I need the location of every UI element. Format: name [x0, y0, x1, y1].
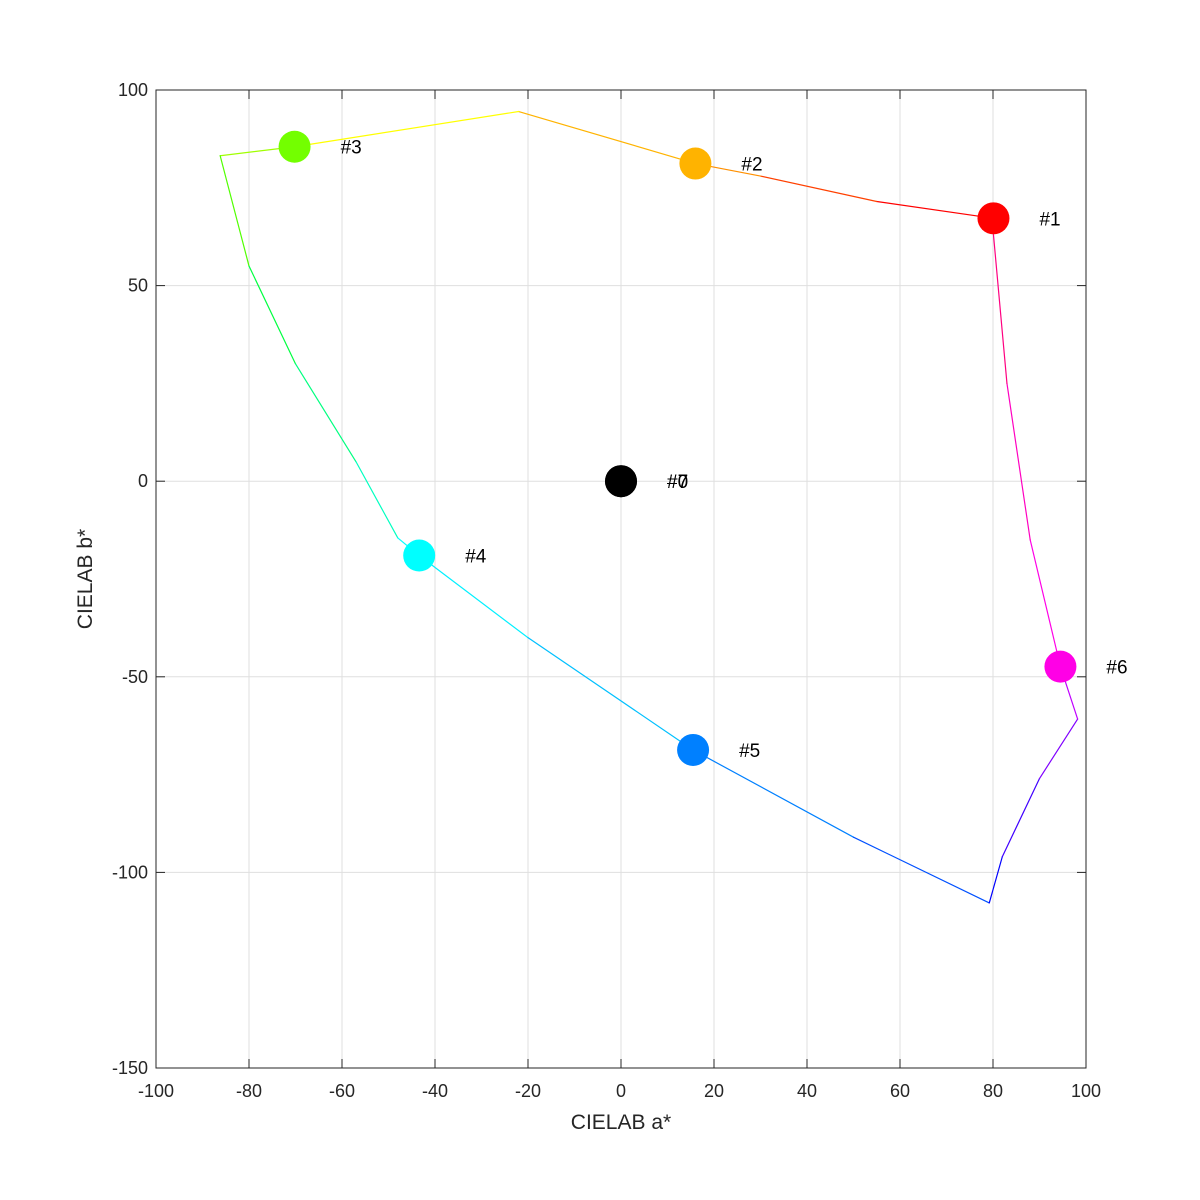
- x-axis-label: CIELAB a*: [571, 1111, 671, 1134]
- gamut-segment: [759, 175, 878, 203]
- data-point-label: #5: [739, 741, 760, 762]
- data-point-marker: [403, 539, 436, 572]
- gamut-segment: [293, 110, 520, 148]
- x-tick-label: -40: [422, 1081, 448, 1101]
- gamut-segment: [355, 461, 399, 539]
- x-tick-label: 100: [1071, 1081, 1101, 1101]
- point-labels: #1 #2 #3 #4 #5 #6 #7#0: [341, 138, 1128, 762]
- gamut-segment: [418, 554, 529, 639]
- x-tick-label: -80: [236, 1081, 262, 1101]
- y-tick-label: -100: [112, 862, 148, 882]
- x-tick-labels: -100 -80 -60 -40 -20 0 20 40 60 80 100: [138, 1081, 1101, 1101]
- y-axis-label: CIELAB b*: [74, 529, 97, 629]
- data-point-label: #0: [667, 472, 688, 493]
- gamut-segment: [876, 200, 995, 219]
- x-tick-label: 20: [704, 1081, 724, 1101]
- x-tick-label: -100: [138, 1081, 174, 1101]
- gamut-segment: [294, 363, 357, 463]
- data-point-label: #3: [341, 138, 362, 159]
- gamut-segment: [1038, 718, 1079, 780]
- gamut-segment: [988, 856, 1003, 904]
- gamut-segment: [692, 749, 855, 838]
- data-point-label: #4: [465, 547, 487, 568]
- y-tick-labels: -150 -100 -50 0 50 100: [112, 80, 148, 1078]
- y-tick-label: -150: [112, 1058, 148, 1078]
- x-tick-label: -60: [329, 1081, 355, 1101]
- y-tick-label: 0: [138, 471, 148, 491]
- x-tick-label: -20: [515, 1081, 541, 1101]
- gamut-segment: [1006, 382, 1031, 541]
- gamut-segment: [527, 637, 694, 751]
- data-points: [278, 130, 1077, 766]
- gamut-segment: [1029, 539, 1062, 668]
- data-point-marker: [977, 202, 1010, 235]
- y-tick-label: 50: [128, 276, 148, 296]
- gamut-segment: [1001, 777, 1041, 858]
- y-tick-label: 100: [118, 80, 148, 100]
- data-point-marker: [679, 147, 712, 180]
- data-point-marker: [605, 465, 637, 498]
- y-tick-label: -50: [122, 667, 148, 687]
- gamut-segment: [518, 110, 697, 165]
- axis-ticks: [155, 89, 1087, 1069]
- data-point-label: #6: [1106, 658, 1127, 679]
- x-tick-label: 40: [797, 1081, 817, 1101]
- x-tick-label: 60: [890, 1081, 910, 1101]
- data-point-label: #2: [741, 155, 762, 176]
- data-point-label: #7: [667, 472, 688, 493]
- gamut-boundary-curve: [219, 110, 1079, 904]
- x-tick-label: 0: [616, 1081, 626, 1101]
- x-tick-label: 80: [983, 1081, 1003, 1101]
- data-point-label: #1: [1039, 209, 1060, 230]
- data-point-marker: [677, 733, 710, 766]
- gamut-segment: [852, 836, 990, 904]
- gamut-segment: [219, 155, 250, 267]
- data-point-marker: [278, 130, 311, 163]
- gamut-segment: [992, 234, 1008, 384]
- data-point-marker: [1044, 650, 1077, 683]
- gamut-segment: [248, 265, 297, 365]
